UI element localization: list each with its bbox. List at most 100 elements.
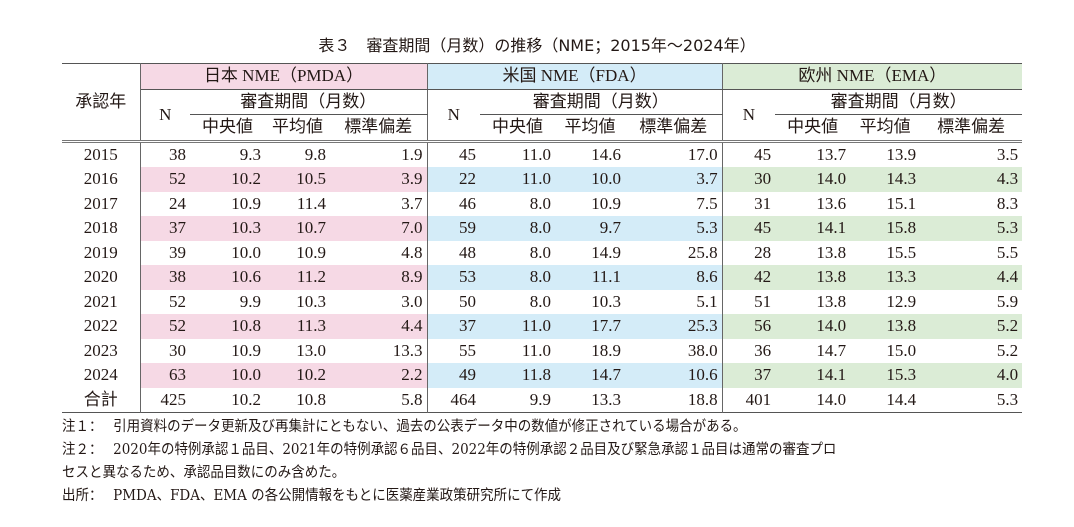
us-sd-cell: 18.8 [625,387,723,413]
us-median-cell: 8.0 [480,216,556,241]
eu-sd-cell: 4.0 [920,363,1023,388]
eu-mean-cell: 15.1 [886,193,917,213]
eu-median-cell: 13.8 [816,291,847,311]
us-n-cell: 46 [459,193,477,213]
us-mean-header: 平均値 [564,117,616,137]
table-row: 2024 63 10.0 10.2 2.2 49 11.8 14.7 10.6 37 14.1 15.… [62,363,1023,388]
eu-mean-cell: 14.4 [886,389,917,409]
table-row: 2015 38 9.3 9.8 1.9 45 11.0 14.6 17.0 45 13.7 13.9 3… [62,141,1022,167]
japan-n-header: N [140,89,190,143]
jp-mean-cell: 10.9 [296,242,326,262]
year-header: 承認年 [62,63,141,143]
eu-n-cell: 56 [722,314,776,339]
jp-mean-cell: 9.8 [304,144,326,164]
us-sd-cell: 3.7 [625,167,723,192]
year-cell: 2018 [62,216,141,241]
table-row: 2023 30 10.9 13.0 13.3 55 11.0 18.9 38.0 36 14.7 15… [62,338,1022,363]
jp-sd-cell: 3.0 [330,289,428,314]
jp-sd-cell: 3.9 [330,167,428,192]
japan-median-header: 中央値 [202,117,253,137]
us-median-cell: 8.0 [480,265,556,290]
table-row: 2018 37 10.3 10.7 7.0 59 8.0 9.7 5.3 45 14.1 15.8 5.… [62,216,1023,241]
us-median-header: 中央値 [492,117,544,137]
us-mean-cell: 10.0 [555,167,626,192]
jp-mean-cell: 10.8 [296,389,326,409]
jp-sd-cell: 4.4 [330,314,428,339]
review-period-table: 承認年 日本 NME（PMDA） 米国 NME（FDA） 欧州 NME（EMA）… [62,63,1023,413]
table-row: 2019 39 10.0 10.9 4.8 48 8.0 14.9 25.8 28 13.8 15.5… [62,240,1022,265]
year-cell: 2019 [62,240,141,265]
year-cell: 2024 [62,363,141,388]
japan-period-header: 審査期間（月数） [190,89,428,115]
table-title: 表３ 審査期間（月数）の推移（NME；2015年〜2024年） [318,36,756,55]
jp-sd-cell: 8.9 [330,265,428,290]
jp-n-cell: 63 [140,363,190,388]
jp-median-cell: 10.2 [190,167,265,192]
us-median-cell: 11.0 [521,340,552,360]
us-n-cell: 37 [427,314,481,339]
jp-sd-cell: 2.2 [330,363,428,388]
eu-n-cell: 401 [745,389,772,409]
us-n-cell: 55 [459,340,477,360]
us-sd-cell: 8.6 [625,265,723,290]
us-n-cell: 59 [427,216,481,241]
jp-sd-cell: 3.7 [330,191,428,216]
eu-median-cell: 14.0 [775,314,851,339]
eu-n-cell: 28 [754,242,772,262]
us-median-cell: 8.0 [529,193,552,213]
year-cell: 合計 [62,387,141,413]
jp-median-cell: 9.3 [239,144,261,164]
us-sd-cell: 10.6 [625,363,723,388]
jp-n-cell: 38 [169,144,186,164]
note-2: 注２： 2020年の特例承認１品目、2021年の特例承認６品目、2022年の特例承… [62,442,837,458]
eu-n-cell: 30 [722,167,776,192]
jp-mean-cell: 11.4 [296,193,326,213]
eu-mean-header: 平均値 [859,117,911,137]
jp-n-cell: 52 [169,291,186,311]
us-median-cell: 8.0 [529,242,552,262]
jp-median-cell: 10.6 [190,265,265,290]
source-note: 出所： PMDA、FDA、EMA の各公開情報をもとに医薬産業政策研究所にて作成 [62,488,562,504]
year-cell: 2016 [62,167,141,192]
eu-median-header: 中央値 [787,117,839,137]
us-median-cell: 9.9 [529,389,552,409]
us-sd-cell: 5.3 [625,216,723,241]
us-group-header: 米国 NME（FDA） [427,63,723,90]
us-mean-cell: 10.9 [591,193,622,213]
jp-n-cell: 37 [140,216,190,241]
us-n-cell: 22 [427,167,481,192]
us-mean-cell: 17.7 [555,314,626,339]
eu-median-cell: 14.1 [775,216,851,241]
jp-median-cell: 10.2 [231,389,261,409]
notes: 注１： 引用資料のデータ更新及び再集計にともない、過去の公表データ中の数値が修正さ… [62,416,1029,508]
table-row: 2016 52 10.2 10.5 3.9 22 11.0 10.0 3.7 30 14.0 14.3… [62,167,1023,192]
eu-median-cell: 13.6 [816,193,847,213]
us-sd-cell: 25.8 [625,240,723,265]
us-mean-cell: 14.7 [555,363,626,388]
jp-n-cell: 39 [169,242,186,262]
jp-mean-cell: 11.3 [265,314,330,339]
us-sd-header: 標準偏差 [625,114,723,141]
jp-sd-cell: 5.8 [330,387,428,413]
table-row: 2020 38 10.6 11.2 8.9 53 8.0 11.1 8.6 42 13.8 13.3 4… [62,265,1023,290]
us-n-cell: 53 [427,265,481,290]
year-cell: 2015 [62,141,141,167]
jp-sd-cell: 4.8 [330,240,428,265]
us-mean-cell: 9.7 [555,216,626,241]
jp-n-cell: 52 [140,167,190,192]
table-row: 2021 52 9.9 10.3 3.0 50 8.0 10.3 5.1 51 13.8 12.9 5.… [62,289,1022,314]
us-n-cell: 49 [427,363,481,388]
jp-sd-cell: 7.0 [330,216,428,241]
us-n-cell: 48 [459,242,477,262]
eu-sd-cell: 5.3 [920,216,1023,241]
eu-mean-cell: 15.8 [850,216,921,241]
eu-median-cell: 14.0 [816,389,847,409]
eu-median-cell: 13.8 [816,242,847,262]
us-n-header: N [427,89,481,143]
jp-mean-cell: 13.0 [296,340,326,360]
us-period-header: 審査期間（月数） [480,89,723,115]
table-row: 2017 24 10.9 11.4 3.7 46 8.0 10.9 7.5 31 13.6 15.1 8… [62,191,1022,216]
eu-n-header: N [722,89,776,143]
jp-n-cell: 52 [140,314,190,339]
year-cell: 2022 [62,314,141,339]
